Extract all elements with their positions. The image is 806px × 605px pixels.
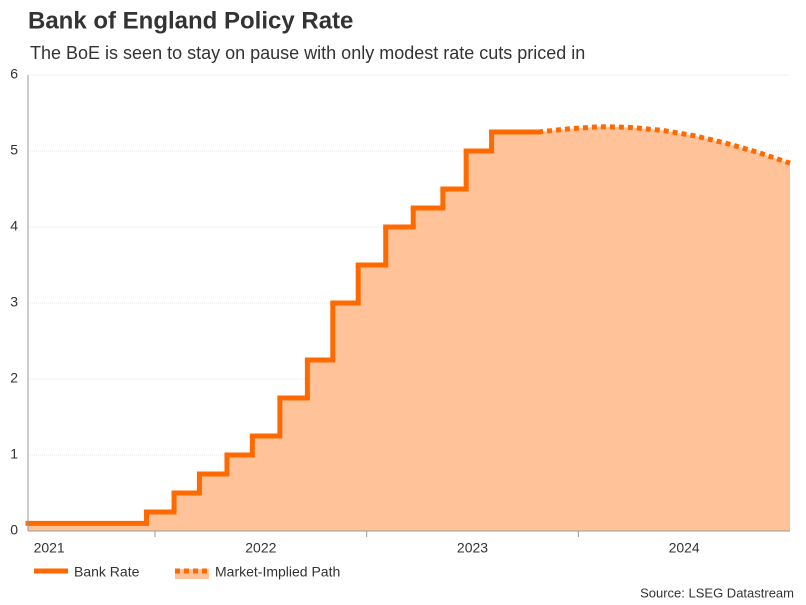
chart-title: Bank of England Policy Rate [28, 7, 353, 34]
legend-label: Market-Implied Path [215, 564, 340, 580]
legend-swatch [175, 569, 209, 579]
y-tick-label: 3 [10, 294, 18, 310]
x-tick-label: 2021 [34, 540, 65, 556]
area-fill [28, 126, 790, 532]
y-tick-label: 1 [10, 446, 18, 462]
source: Source: LSEG Datastream [640, 585, 794, 600]
x-tick-label: 2022 [245, 540, 276, 556]
y-tick-label: 2 [10, 370, 18, 386]
x-tick-label: 2023 [457, 540, 488, 556]
market-path [537, 124, 791, 166]
chart-subtitle: The BoE is seen to stay on pause with on… [30, 43, 585, 63]
x-tick-label: 2024 [669, 540, 700, 556]
y-tick-label: 6 [10, 66, 18, 82]
legend-label: Bank Rate [74, 564, 140, 580]
y-tick-label: 4 [10, 218, 18, 234]
y-tick-label: 0 [10, 522, 18, 538]
y-tick-label: 5 [10, 142, 18, 158]
